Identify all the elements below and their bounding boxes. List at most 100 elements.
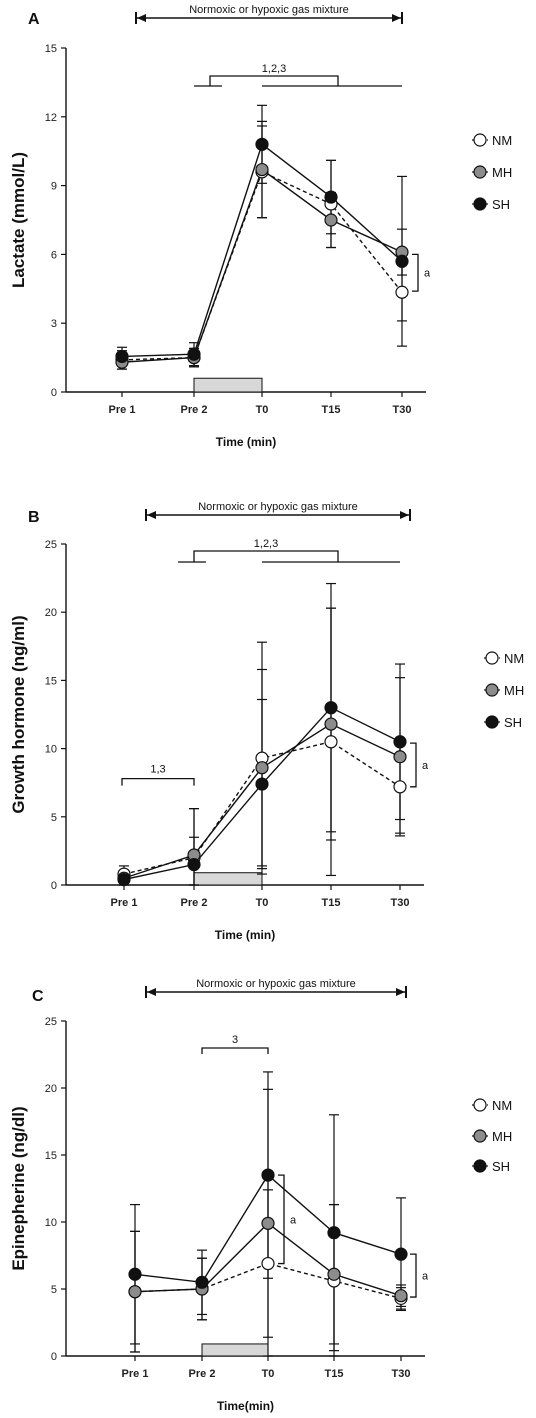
y-tick-label: 15 (45, 675, 57, 687)
data-point-MH (255, 162, 269, 177)
x-axis-label: Time(min) (217, 1399, 274, 1413)
y-tick-label: 25 (45, 539, 57, 551)
data-point-SH (187, 857, 201, 872)
gas-mixture-label: Normoxic or hypoxic gas mixture (189, 4, 349, 16)
data-point-MH (128, 1285, 142, 1299)
data-point-MH (393, 750, 407, 764)
gas-arrow-head-left (137, 14, 146, 22)
legend-label: SH (492, 1159, 510, 1174)
x-tick-label: T30 (393, 404, 412, 416)
x-tick-label: Pre 1 (111, 897, 138, 909)
comparison-label: 3 (232, 1034, 238, 1046)
y-tick-label: 12 (45, 112, 57, 124)
legend-marker (473, 133, 487, 147)
legend-item-NM: NM (472, 1098, 512, 1113)
y-tick-label: 9 (51, 181, 57, 193)
data-point-SH (128, 1267, 142, 1281)
x-axis-label: Time (min) (215, 928, 275, 942)
significance-bracket (410, 742, 417, 788)
data-point-SH (327, 1226, 341, 1240)
x-tick-label: Pre 1 (122, 1368, 149, 1380)
series-SH (119, 582, 405, 886)
y-tick-label: 25 (45, 1016, 57, 1028)
significance-label: a (422, 1271, 429, 1283)
comparison-label: 1,2,3 (254, 538, 278, 550)
legend-marker (473, 1129, 487, 1143)
data-point-SH (324, 701, 338, 715)
legend-marker (485, 683, 499, 697)
legend-item-SH: SH (472, 1159, 510, 1174)
data-point-MH (261, 1216, 275, 1230)
comparison-bracket (193, 550, 339, 562)
exercise-period-box (193, 872, 263, 886)
data-point-SH (117, 872, 131, 887)
y-tick-label: 0 (51, 880, 57, 892)
y-tick-label: 6 (51, 249, 57, 261)
gas-mixture-label: Normoxic or hypoxic gas mixture (196, 978, 356, 990)
data-point-NM (395, 285, 409, 299)
significance-bracket (410, 1253, 417, 1298)
data-point-SH (255, 137, 269, 151)
panel-label: A (28, 11, 40, 28)
y-tick-label: 0 (51, 387, 57, 399)
baseline-label: 1,3 (150, 764, 165, 776)
y-tick-label: 20 (45, 1083, 57, 1095)
significance-label: a (422, 760, 429, 772)
data-point-NM (261, 1256, 275, 1271)
x-tick-label: T0 (262, 1368, 275, 1380)
gas-mixture-label: Normoxic or hypoxic gas mixture (198, 501, 358, 513)
x-tick-label: Pre 1 (109, 404, 136, 416)
legend-item-SH: SH (472, 197, 510, 212)
x-tick-label: T30 (391, 897, 410, 909)
panel-label: C (32, 988, 44, 1005)
x-tick-label: T15 (325, 1368, 344, 1380)
data-point-SH (255, 777, 269, 791)
legend-label: NM (504, 651, 524, 666)
y-tick-label: 0 (51, 1351, 57, 1363)
x-tick-label: T30 (392, 1368, 411, 1380)
data-point-MH (327, 1267, 341, 1281)
comparison-label: 1,2,3 (262, 63, 286, 75)
chart-panel-B: B Normoxic or hypoxic gas mixture 0 5 10 15 20… (9, 501, 524, 942)
data-point-SH (394, 1247, 408, 1261)
legend-marker (473, 197, 487, 211)
y-tick-label: 3 (51, 318, 57, 330)
significance-bracket (412, 253, 419, 292)
x-axis-label: Time (min) (216, 435, 276, 449)
y-axis-label: Lactate (mmol/L) (9, 152, 28, 288)
y-axis-label: Growth hormone (ng/ml) (9, 615, 28, 813)
data-point-SH (195, 1275, 209, 1289)
x-tick-label: Pre 2 (181, 897, 208, 909)
gas-arrow-head-right (392, 14, 401, 22)
data-point-MH (394, 1289, 408, 1303)
data-point-NM (393, 780, 407, 794)
data-point-SH (324, 190, 338, 204)
legend-item-NM: NM (472, 133, 512, 148)
legend-label: NM (492, 1098, 512, 1113)
significance-label: a (424, 268, 431, 280)
data-point-SH (395, 254, 409, 268)
data-point-MH (324, 717, 338, 731)
x-tick-label: Pre 2 (189, 1368, 216, 1380)
y-tick-label: 5 (51, 1284, 57, 1296)
legend-label: SH (492, 197, 510, 212)
y-tick-label: 5 (51, 812, 57, 824)
legend-label: NM (492, 133, 512, 148)
chart-panel-C: C Normoxic or hypoxic gas mixture 0 5 10 15 20… (9, 978, 512, 1413)
y-tick-label: 15 (45, 1150, 57, 1162)
data-point-SH (393, 735, 407, 749)
legend-item-NM: NM (484, 651, 524, 666)
significance-label: a (290, 1214, 297, 1226)
data-point-SH (187, 347, 201, 361)
y-tick-label: 20 (45, 607, 57, 619)
data-point-MH (324, 213, 338, 227)
legend-marker (473, 165, 487, 179)
x-tick-label: T15 (322, 897, 341, 909)
legend-item-MH: MH (472, 165, 512, 180)
y-tick-label: 10 (45, 744, 57, 756)
legend-label: MH (492, 1129, 512, 1144)
gas-arrow-head-right (396, 988, 405, 996)
x-tick-label: T0 (256, 897, 269, 909)
legend-label: SH (504, 715, 522, 730)
